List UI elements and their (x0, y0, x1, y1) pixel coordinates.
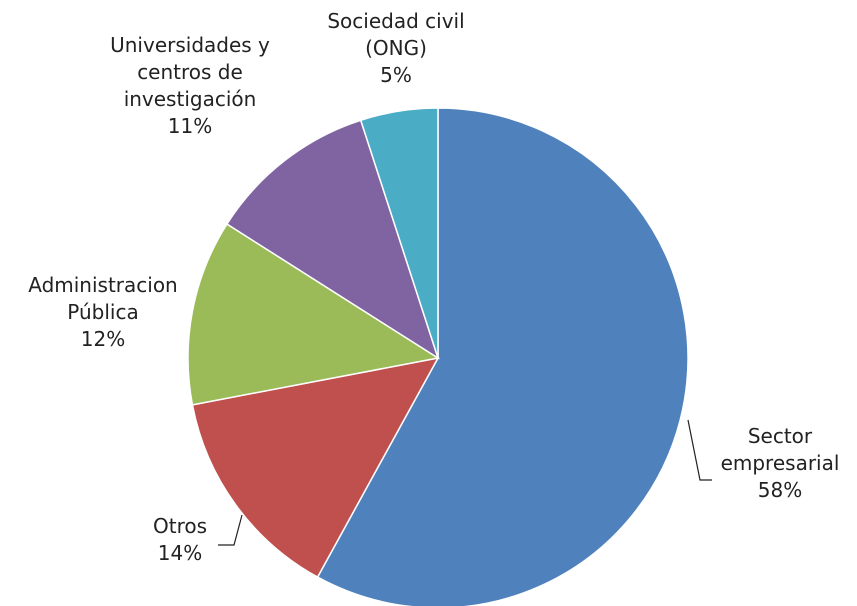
leader-lines (218, 419, 712, 546)
slice-label-1: Sector empresarial 58% (721, 424, 840, 502)
pie-slice-2 (191, 356, 440, 579)
slice-label-4: Universidades y centros de investigación 11… (110, 33, 270, 138)
leader-line-1 (687, 419, 712, 481)
pie-slice-5 (359, 107, 439, 359)
slice-label-3: Administracion Pública 12% (28, 273, 178, 351)
pie-slices (187, 107, 689, 606)
slice-label-5: Sociedad civil (ONG) 5% (327, 9, 464, 87)
leader-line-2 (218, 514, 243, 546)
slice-label-2: Otros 14% (153, 514, 207, 565)
slice-labels: Sector empresarial 58% Otros 14% Administraci… (28, 9, 839, 565)
pie-slice-1 (316, 107, 689, 606)
pie-slice-3 (187, 223, 441, 406)
pie-slice-4 (225, 119, 440, 360)
